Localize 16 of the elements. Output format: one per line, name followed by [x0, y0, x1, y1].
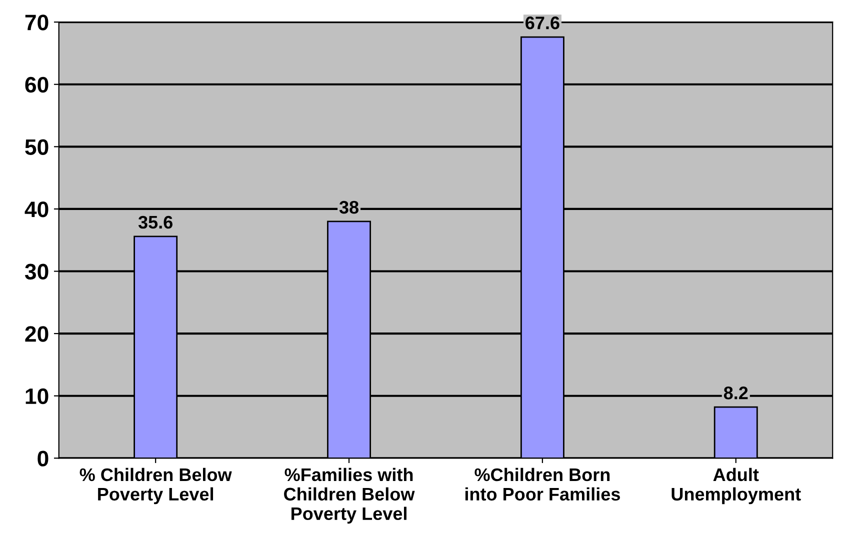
- y-tick-label: 70: [25, 14, 48, 30]
- x-tick-label: %Children Born into Poor Families: [465, 468, 620, 501]
- x-tick-label: %Families with Children Below Poverty Level: [284, 468, 415, 524]
- y-tick-label: 40: [24, 202, 48, 218]
- data-label: 38: [339, 200, 359, 214]
- y-tick-label: 60: [25, 76, 48, 93]
- x-tick-label: % Children Below Poverty Level: [80, 468, 232, 504]
- y-tick-label: 20: [25, 326, 48, 342]
- x-tick-label: Adult Unemployment: [672, 468, 801, 504]
- data-label: 8.2: [724, 386, 748, 400]
- y-tick-label: 30: [24, 264, 48, 280]
- data-label: 67.6: [526, 16, 560, 30]
- y-tick-label: 10: [26, 388, 48, 404]
- y-tick-label: 0: [38, 450, 48, 466]
- data-label: 35.6: [138, 216, 173, 229]
- y-tick-label: 50: [25, 139, 48, 155]
